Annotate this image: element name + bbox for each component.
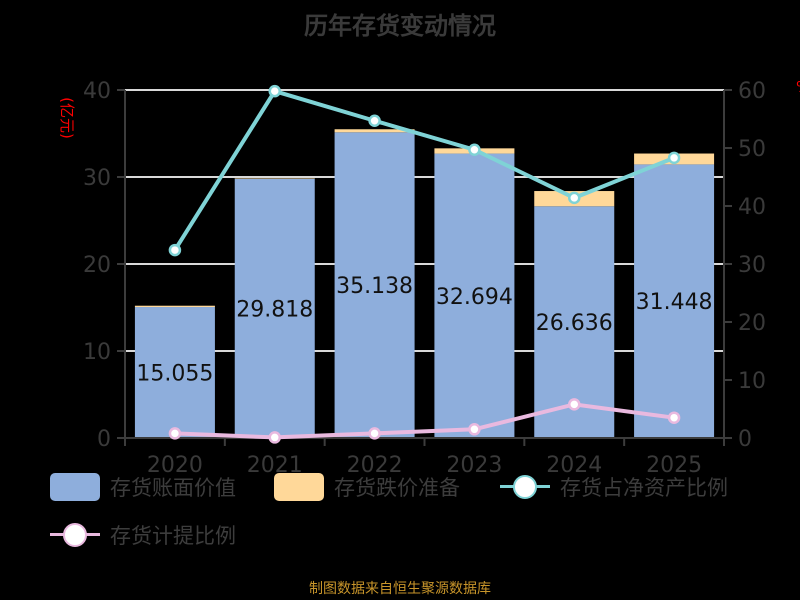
chart-title: 历年存货变动情况 [304, 12, 496, 40]
source-footer: 制图数据来自恒生聚源数据库 [309, 581, 491, 597]
legend-label: 存货占净资产比例 [560, 476, 728, 500]
legend-item-book-value[interactable]: 存货账面价值 [50, 472, 236, 502]
y-tick-label: 0 [97, 427, 111, 452]
legend-line-marker-icon [50, 521, 100, 549]
legend-label: 存货计提比例 [110, 524, 236, 548]
x-tick-label: 2022 [347, 453, 403, 478]
bar-value-label: 29.818 [236, 297, 313, 322]
y-right-tick-label: 60 [738, 79, 766, 104]
bar[interactable] [634, 164, 715, 438]
y-tick-label: 10 [83, 340, 111, 365]
y-right-tick-label: 0 [738, 427, 752, 452]
right-axis-unit-label: % [796, 78, 800, 96]
bar-value-label: 32.694 [436, 285, 513, 310]
bar-value-label: 35.138 [336, 274, 413, 299]
x-tick-label: 2025 [646, 453, 702, 478]
legend-item-provision-ratio[interactable]: 存货计提比例 [50, 520, 236, 550]
line-point-marker[interactable] [667, 151, 681, 165]
left-axis-unit-label: (亿元) [58, 97, 76, 139]
legend-label: 存货跌价准备 [334, 476, 460, 500]
bar-series [134, 129, 715, 439]
line-point-marker[interactable] [568, 191, 581, 205]
y-tick-label: 20 [83, 253, 111, 278]
bar[interactable] [334, 129, 415, 133]
bar-value-label: 15.055 [136, 362, 213, 387]
line-point-marker[interactable] [268, 84, 281, 98]
line-point-marker[interactable] [667, 411, 681, 424]
bar[interactable] [434, 153, 515, 438]
legend-swatch-blue [50, 473, 100, 501]
bar-labels: 15.055 29.818 35.138 32.694 26.636 31.448 [136, 274, 712, 386]
line-path [173, 88, 675, 252]
line-point-marker[interactable] [468, 423, 481, 436]
y-right-tick-label: 10 [738, 369, 766, 394]
y-right-tick-label: 30 [738, 253, 766, 278]
legend-item-impairment[interactable]: 存货跌价准备 [274, 472, 460, 502]
y-right-tick-label: 50 [738, 137, 766, 162]
bar[interactable] [134, 305, 215, 308]
legend-label: 存货账面价值 [110, 476, 236, 500]
line-point-marker[interactable] [168, 243, 182, 257]
y-right-tick-label: 20 [738, 311, 766, 336]
y-right-tick-label: 40 [738, 195, 766, 220]
line-point-marker[interactable] [168, 427, 182, 440]
line-series [168, 84, 681, 444]
line-point-marker[interactable] [568, 398, 581, 411]
bar-value-label: 31.448 [636, 290, 713, 315]
bar-value-label: 26.636 [536, 311, 613, 336]
bar[interactable] [234, 178, 315, 179]
line-point-marker[interactable] [468, 143, 481, 156]
bar[interactable] [234, 178, 315, 438]
line-point-marker[interactable] [368, 114, 381, 127]
x-tick-label: 2020 [147, 453, 203, 478]
line-path [174, 402, 675, 440]
y-tick-label: 30 [83, 166, 111, 191]
line-point-marker[interactable] [368, 427, 381, 440]
x-tick-label: 2024 [546, 453, 602, 478]
legend-swatch-orange [274, 473, 324, 501]
y-tick-label: 40 [83, 79, 111, 104]
legend-line-marker-icon [500, 473, 550, 501]
line-point-marker[interactable] [268, 431, 281, 444]
legend-item-net-asset-ratio[interactable]: 存货占净资产比例 [500, 472, 728, 502]
x-tick-label: 2023 [446, 453, 502, 478]
bar[interactable] [134, 307, 215, 438]
bar[interactable] [334, 132, 415, 439]
